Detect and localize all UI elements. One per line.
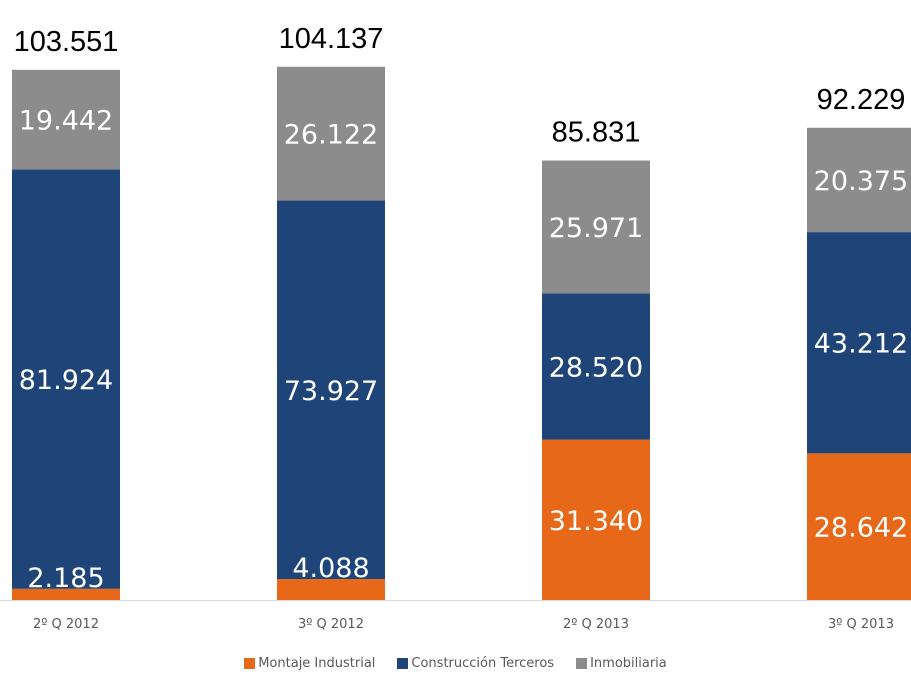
bar-segment-montaje-industrial-2q-2012 (12, 588, 120, 600)
legend-label-montaje-industrial: Montaje Industrial (258, 655, 376, 671)
x-tick-label-3q-2013: 3º Q 2013 (828, 617, 894, 632)
bar-segment-inmobiliaria-3q-2013 (807, 127, 911, 233)
data-label-montaje-industrial-2q-2013: 31.340 (549, 506, 643, 537)
data-label-montaje-industrial-3q-2013: 28.642 (814, 513, 908, 544)
total-label-3q-2013: 92.229 (817, 84, 906, 116)
legend-label-inmobiliaria: Inmobiliaria (590, 655, 667, 671)
bar-segment-inmobiliaria-2q-2013 (542, 160, 650, 294)
data-label-construccion-terceros-2q-2013: 28.520 (549, 353, 643, 384)
legend: Montaje Industrial Construcción Terceros… (0, 651, 911, 675)
data-label-inmobiliaria-2q-2013: 25.971 (549, 213, 643, 244)
bar-segment-montaje-industrial-3q-2013 (807, 453, 911, 600)
bar-segment-montaje-industrial-3q-2012 (277, 579, 385, 600)
bar-segment-montaje-industrial-2q-2013 (542, 439, 650, 600)
x-tick-label-2q-2012: 2º Q 2012 (33, 617, 99, 632)
legend-item-inmobiliaria: Inmobiliaria (576, 656, 667, 671)
data-label-construccion-terceros-2q-2012: 81.924 (19, 365, 113, 396)
legend-swatch-construccion-terceros (397, 657, 409, 669)
data-label-construccion-terceros-3q-2013: 43.212 (814, 329, 908, 360)
data-label-inmobiliaria-2q-2012: 19.442 (19, 106, 113, 137)
data-label-inmobiliaria-3q-2012: 26.122 (284, 120, 378, 151)
data-label-inmobiliaria-3q-2013: 20.375 (814, 166, 908, 197)
x-tick-label-3q-2012: 3º Q 2012 (298, 617, 364, 632)
bar-segment-construccion-terceros-3q-2013 (807, 232, 911, 454)
legend-label-construccion-terceros: Construcción Terceros (411, 655, 555, 671)
stacked-bar-chart: 2.185 81.924 19.442 103.551 2º Q 2012 4.088 73… (0, 23, 911, 632)
bar-segment-inmobiliaria-2q-2012 (12, 69, 120, 170)
legend-swatch-montaje-industrial (244, 657, 256, 669)
bar-segment-construccion-terceros-2q-2012 (12, 169, 120, 589)
legend-swatch-inmobiliaria (576, 657, 588, 669)
data-label-montaje-industrial-2q-2012: 2.185 (27, 563, 104, 594)
total-label-3q-2012: 104.137 (279, 23, 384, 55)
data-label-construccion-terceros-3q-2012: 73.927 (284, 376, 378, 407)
bar-segment-construccion-terceros-2q-2013 (542, 293, 650, 440)
legend-item-montaje-industrial: Montaje Industrial (244, 656, 375, 671)
x-tick-label-2q-2013: 2º Q 2013 (563, 617, 629, 632)
data-label-montaje-industrial-3q-2012: 4.088 (292, 553, 369, 584)
legend-item-construccion-terceros: Construcción Terceros (397, 656, 554, 671)
bar-segment-inmobiliaria-3q-2012 (277, 66, 385, 201)
bar-segment-construccion-terceros-3q-2012 (277, 200, 385, 580)
total-label-2q-2012: 103.551 (14, 26, 119, 58)
total-label-2q-2013: 85.831 (552, 117, 641, 149)
